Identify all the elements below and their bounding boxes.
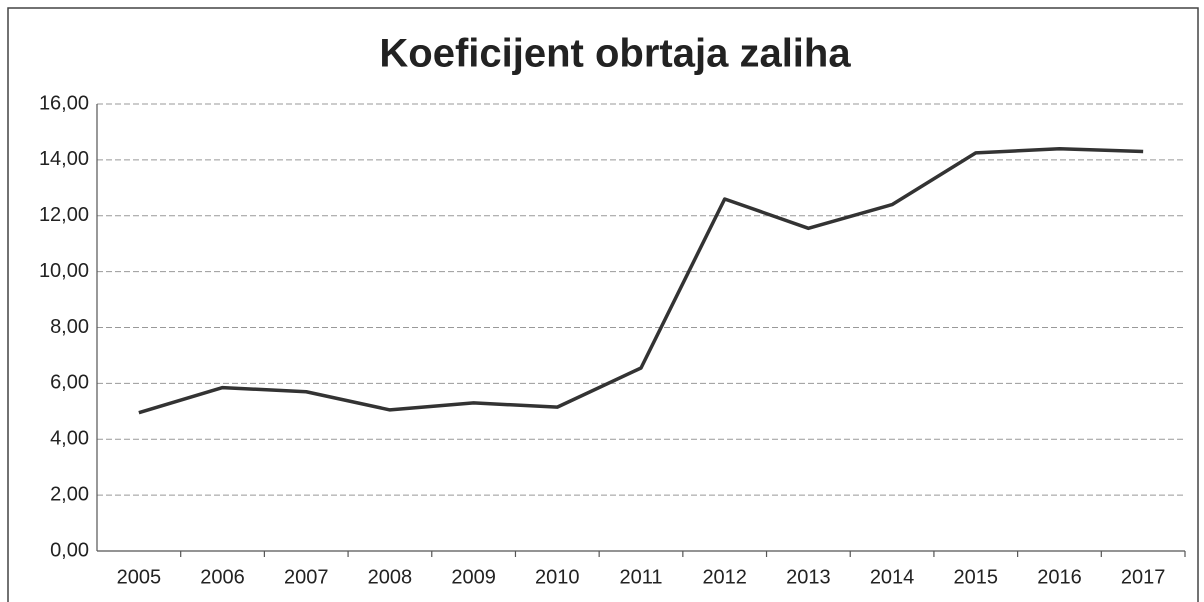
x-tick-label: 2011	[619, 566, 662, 588]
chart-frame	[7, 7, 1199, 602]
x-tick-label: 2005	[117, 566, 162, 588]
y-tick-label: 10,00	[39, 260, 89, 282]
x-tick-label: 2017	[1121, 566, 1166, 588]
x-tick-label: 2012	[702, 566, 747, 588]
x-tick-label: 2008	[368, 566, 413, 588]
y-tick-label: 8,00	[50, 316, 89, 338]
x-tick-label: 2016	[1037, 566, 1082, 588]
chart-title: Koeficijent obrtaja zaliha	[379, 32, 851, 76]
x-tick-label: 2014	[870, 566, 915, 588]
y-tick-label: 16,00	[39, 92, 89, 114]
y-tick-label: 14,00	[39, 148, 89, 170]
x-tick-label: 2006	[200, 566, 245, 588]
y-tick-label: 4,00	[50, 428, 89, 450]
y-tick-label: 2,00	[50, 483, 89, 505]
x-tick-label: 2010	[535, 566, 580, 588]
y-tick-label: 6,00	[50, 372, 89, 394]
line-series	[138, 146, 1144, 415]
x-tick-label: 2009	[451, 566, 496, 588]
x-tick-label: 2015	[954, 566, 999, 588]
x-tick-label: 2007	[284, 566, 329, 588]
x-tick-label: 2013	[786, 566, 831, 588]
y-tick-label: 12,00	[39, 204, 89, 226]
y-tick-label: 0,00	[50, 539, 89, 561]
